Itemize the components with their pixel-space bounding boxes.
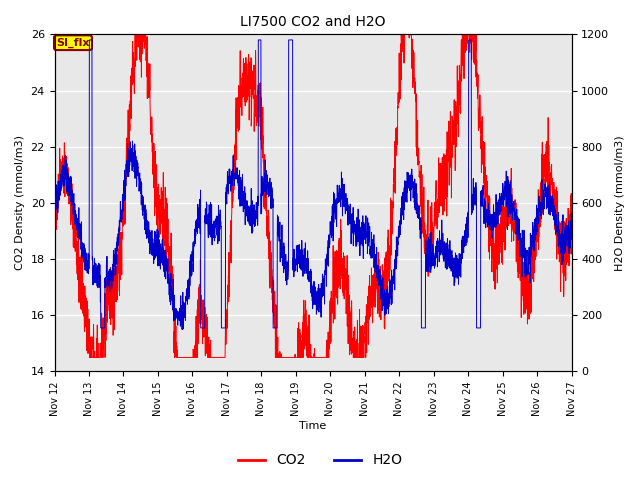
Y-axis label: H2O Density (mmol/m3): H2O Density (mmol/m3) bbox=[615, 135, 625, 271]
Y-axis label: CO2 Density (mmol/m3): CO2 Density (mmol/m3) bbox=[15, 135, 25, 270]
Legend: CO2, H2O: CO2, H2O bbox=[232, 448, 408, 473]
Text: SI_flx: SI_flx bbox=[56, 37, 90, 48]
Title: LI7500 CO2 and H2O: LI7500 CO2 and H2O bbox=[240, 15, 386, 29]
X-axis label: Time: Time bbox=[300, 421, 326, 432]
